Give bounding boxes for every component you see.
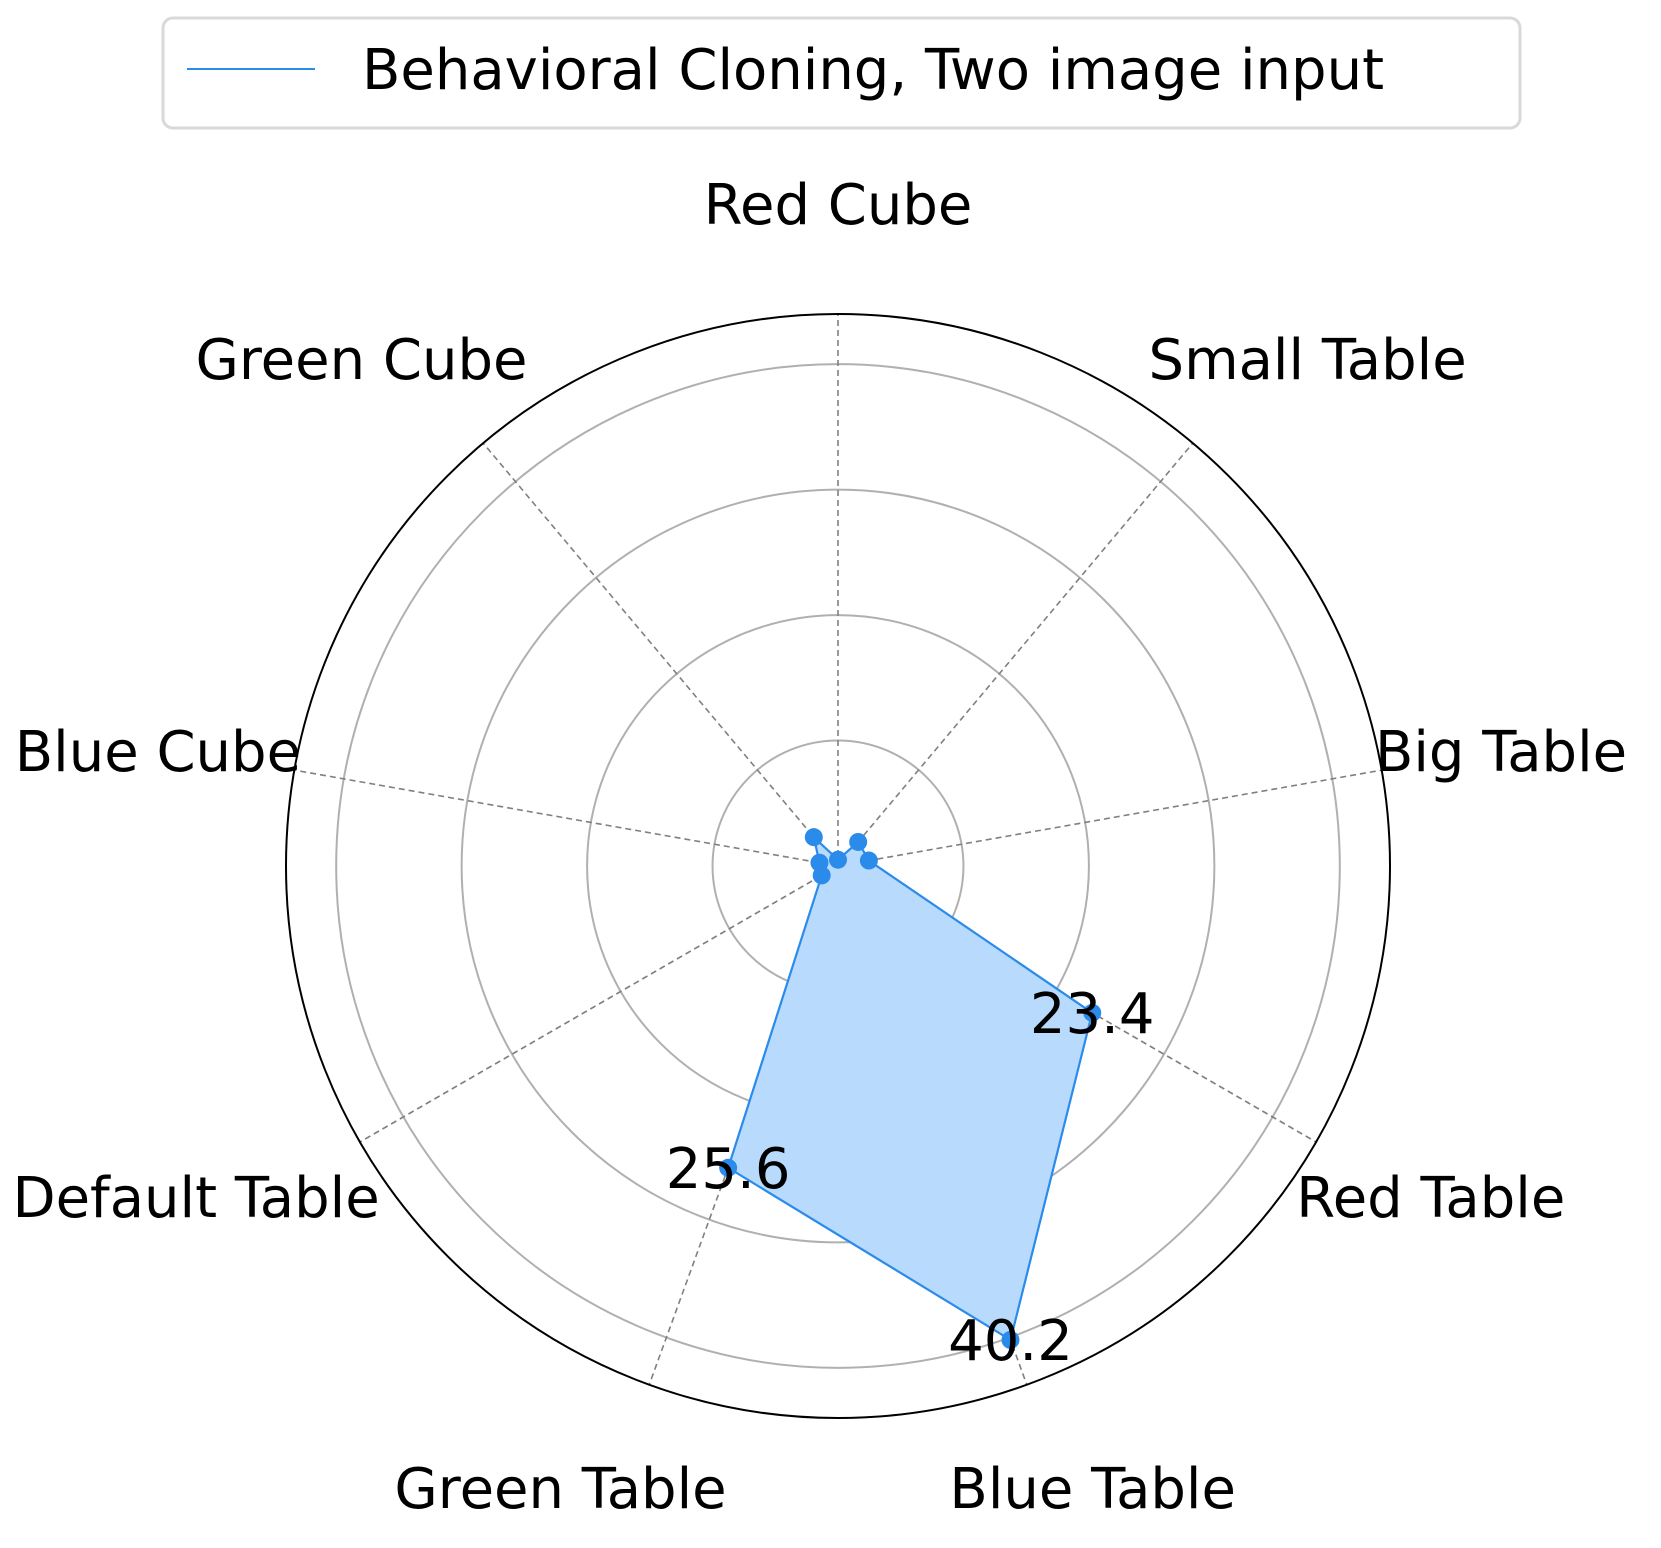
data-label-blue-table: 40.2 (948, 1309, 1073, 1374)
series-layer (719, 828, 1102, 1349)
spoke-small-table (837, 442, 1194, 867)
category-label-green-table: Green Table (394, 1457, 726, 1522)
series-area (728, 837, 1093, 1340)
radial-gridline-30 (460, 488, 1216, 1244)
category-label-red-table: Red Table (1296, 1166, 1565, 1231)
category-label-blue-table: Blue Table (949, 1457, 1236, 1522)
data-point-big-table (859, 851, 878, 870)
data-point-small-table (849, 832, 868, 851)
data-point-red-table (1083, 1003, 1102, 1022)
category-label-small-table: Small Table (1149, 328, 1467, 393)
category-labels: Red Cube Small Table Big Table Red Table Blu… (12, 173, 1627, 1522)
data-point-red-cube (829, 850, 847, 869)
category-label-big-table: Big Table (1375, 720, 1627, 785)
data-point-blue-cube (810, 853, 829, 872)
category-label-blue-cube: Blue Cube (15, 720, 301, 785)
category-label-green-cube: Green Cube (195, 328, 527, 393)
spoke-green-cube (482, 442, 839, 867)
data-point-blue-table (1001, 1330, 1020, 1349)
legend: Behavioral Cloning, Two image input (161, 16, 1522, 130)
category-label-red-cube: Red Cube (704, 173, 973, 238)
series-line (726, 833, 1094, 1342)
spoke-big-table (837, 769, 1382, 867)
legend-label: Behavioral Cloning, Two image input (362, 38, 1384, 103)
category-label-default-table: Default Table (12, 1166, 379, 1231)
legend-box (161, 16, 1522, 130)
data-labels: 23.4 40.2 25.6 (666, 982, 1155, 1374)
spoke-default-table (359, 865, 839, 1143)
polar-frame (285, 313, 1391, 1419)
data-label-green-table: 25.6 (666, 1137, 791, 1202)
spoke-blue-cube (294, 769, 839, 867)
data-label-red-table: 23.4 (1030, 982, 1155, 1047)
data-point-green-cube (804, 828, 823, 847)
data-point-green-table (719, 1158, 738, 1177)
